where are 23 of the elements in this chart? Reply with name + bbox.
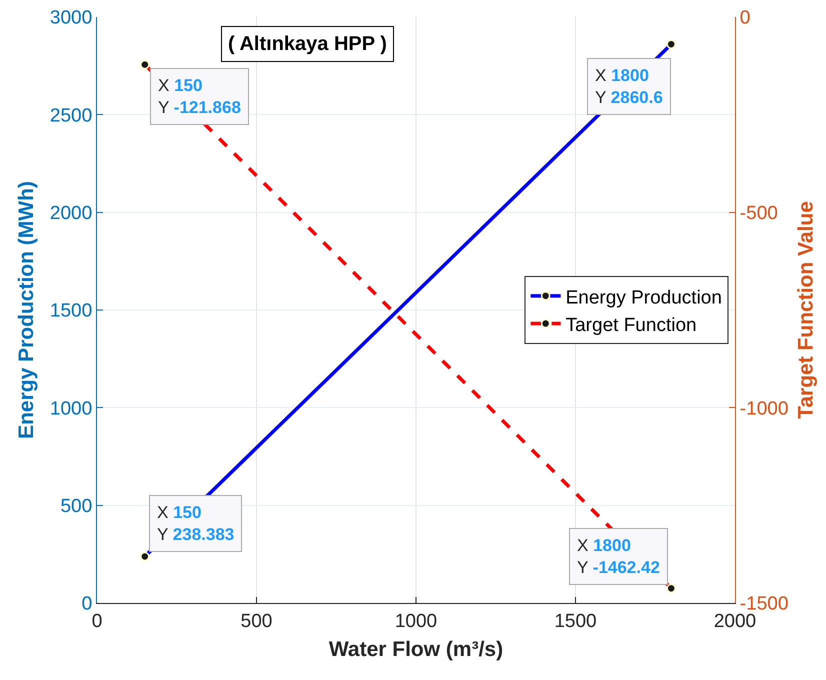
x-tick-label: 1000 [394,610,438,632]
y-axis-title: Energy Production (MWh) [15,181,38,439]
y-tick-label: 2500 [50,105,92,126]
y-tick-label: 500 [60,496,92,517]
text: ( Altınkaya HPP ) [228,33,387,55]
annotation: X 150 Y -121.868 [158,76,241,118]
y2-tick-label: -1000 [740,398,788,420]
x-tick-label: 500 [240,610,272,632]
y-tick-label: 3000 [50,8,92,29]
annotation: X 150 Y 238.383 [157,503,234,544]
y2-tick-label: -500 [740,202,778,224]
x-tick-label: 1500 [554,610,597,632]
annotation: X 1800 Y 2860.6 [595,66,663,108]
y-tick-label: 2000 [50,202,92,224]
y2-tick-label: 0 [740,8,750,29]
y-tick-label: 0 [82,594,92,615]
legend-label: Target Function [566,314,697,336]
y-tick-label: 1000 [50,398,92,420]
y-tick-label: 1500 [50,300,92,322]
legend-label: Energy Production [566,287,722,308]
x-axis-title: Water Flow (m³/s) [328,638,504,661]
y2-axis-title: Target Function Value [794,201,818,419]
annotation: X 1800 Y -1462.42 [577,536,660,578]
